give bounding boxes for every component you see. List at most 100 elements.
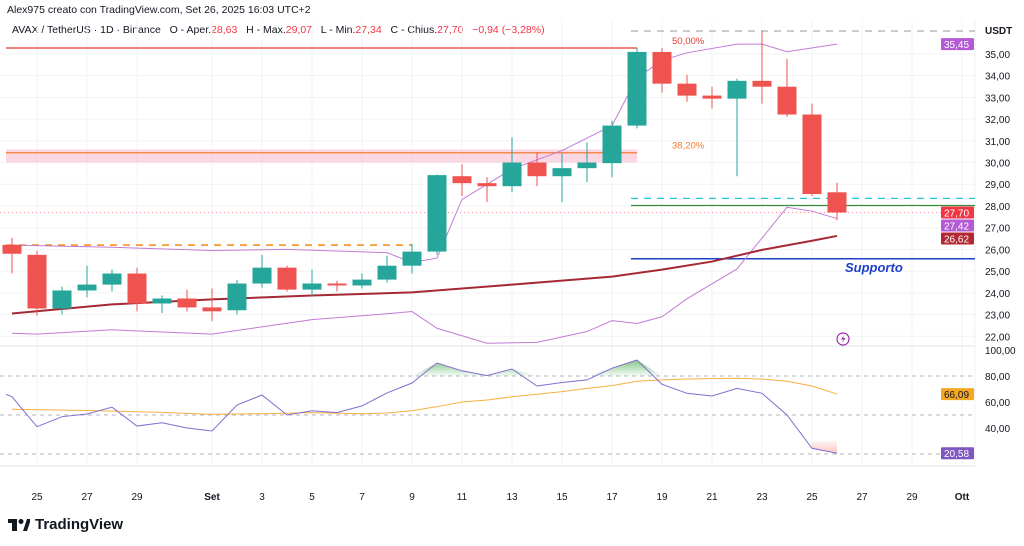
candle-body	[652, 51, 672, 84]
rsi-tick-label: 80,00	[985, 372, 1010, 383]
rsi-line	[5, 359, 838, 454]
date-tick-label: 29	[131, 492, 143, 503]
level-label-fib-50: 50,00%	[672, 36, 705, 47]
axes: 22,00 23,00 24,00 25,00 26,00 27,00 28,00 29,00…	[31, 38, 1010, 503]
price-tick-label: 27,00	[985, 224, 1010, 235]
price-badge-label: 27,70	[944, 208, 969, 219]
price-badge	[941, 206, 974, 219]
candle-body	[577, 162, 597, 169]
candle-body	[352, 279, 372, 286]
rsi-overbought-fill	[12, 360, 837, 376]
fib-zone	[6, 149, 637, 163]
candle-body	[77, 284, 97, 291]
grid	[0, 20, 976, 467]
candle-body	[827, 192, 847, 213]
candle-body	[777, 86, 797, 115]
candle-body	[277, 267, 297, 290]
symbol-legend: AVAX / TetherUS · 1D · Binance O - Aper.…	[12, 24, 545, 36]
candle-body	[402, 251, 422, 266]
candle-body	[727, 80, 747, 99]
open-label: O - Aper.	[169, 24, 212, 36]
price-badge-label: 26,62	[944, 234, 969, 245]
level-label-fib-38: 38,20%	[672, 141, 705, 152]
candles	[2, 31, 847, 322]
price-tick-label: 23,00	[985, 311, 1010, 322]
candle-body	[427, 175, 447, 252]
date-tick-label: 25	[31, 492, 43, 503]
candle-body	[52, 290, 72, 309]
price-tick-label: 31,00	[985, 137, 1010, 148]
price-tick-label: 34,00	[985, 72, 1010, 83]
change-value: −0,94 (−3,28%)	[472, 24, 545, 36]
date-tick-label: 19	[656, 492, 668, 503]
date-tick-label: 27	[856, 492, 868, 503]
date-tick-label: 27	[81, 492, 93, 503]
candle-body	[477, 183, 497, 187]
price-tick-label: 22,00	[985, 332, 1010, 343]
chart-credit: Alex975 creato con TradingView.com, Set …	[7, 4, 311, 16]
rsi-ma-line	[11, 377, 838, 415]
candle-body	[127, 273, 147, 304]
date-tick-label: 21	[706, 492, 718, 503]
candle-body	[677, 83, 697, 96]
price-tick-label: 28,00	[985, 202, 1010, 213]
lightning-icon[interactable]	[836, 332, 850, 346]
candle-body	[802, 114, 822, 195]
rsi-oversold-fill	[812, 441, 837, 454]
date-tick-label: 23	[756, 492, 768, 503]
candle-body	[527, 162, 547, 177]
bollinger-lower-line	[11, 206, 838, 344]
date-tick-label: 9	[409, 492, 415, 503]
rsi-badge	[941, 388, 974, 401]
price-tick-label: 35,00	[985, 50, 1010, 61]
candle-body	[502, 162, 522, 187]
date-tick-label: 17	[606, 492, 618, 503]
candle-body	[252, 267, 272, 284]
candle-body	[27, 254, 47, 309]
date-tick-label: Ott	[955, 492, 970, 503]
price-badge	[941, 219, 974, 232]
candle-body	[327, 283, 347, 286]
tradingview-logo[interactable]: TradingView	[8, 516, 123, 533]
rsi-badge-label: 20,58	[944, 449, 969, 460]
candle-body	[302, 283, 322, 290]
rsi-pane: 100,00 80,00 60,00 40,00 66,09 20,58	[0, 346, 1016, 460]
date-tick-label: 29	[906, 492, 918, 503]
candle-body	[627, 51, 647, 126]
symbol-name[interactable]: AVAX / TetherUS · 1D · Binance	[12, 24, 161, 36]
candle-body	[227, 283, 247, 311]
candle-body	[752, 80, 772, 87]
price-badge-label: 27,42	[944, 221, 969, 232]
date-tick-label: 7	[359, 492, 365, 503]
low-label: L - Min.	[320, 24, 356, 36]
rsi-badge-label: 66,09	[944, 390, 969, 401]
price-badge-label: 35,45	[944, 40, 969, 51]
candle-body	[177, 298, 197, 308]
level-label-support: Supporto	[845, 260, 903, 275]
price-badge	[941, 232, 974, 245]
candle-body	[2, 244, 22, 254]
price-tick-label: 25,00	[985, 267, 1010, 278]
tradingview-logo-icon	[8, 518, 30, 531]
candle-body	[702, 95, 722, 99]
logo-text: TradingView	[35, 516, 124, 533]
date-tick-label: 15	[556, 492, 568, 503]
price-badge	[941, 38, 974, 51]
high-value: 29,07	[285, 24, 313, 36]
close-label: C - Chius.	[390, 24, 438, 36]
candle-body	[152, 298, 172, 304]
high-label: H - Max.	[246, 24, 286, 36]
candle-body	[602, 125, 622, 164]
date-tick-label: 13	[506, 492, 518, 503]
candle-body	[452, 176, 472, 184]
price-tick-label: 32,00	[985, 115, 1010, 126]
drawing-levels: 50,00% 38,20% Supporto	[0, 30, 975, 275]
date-tick-label: 3	[259, 492, 265, 503]
price-tick-label: 24,00	[985, 289, 1010, 300]
date-tick-label: 11	[457, 492, 468, 503]
date-tick-label: Set	[204, 492, 220, 503]
rsi-tick-label: 40,00	[985, 424, 1010, 435]
open-value: 28,63	[211, 24, 238, 36]
close-value: 27,70	[437, 24, 464, 36]
